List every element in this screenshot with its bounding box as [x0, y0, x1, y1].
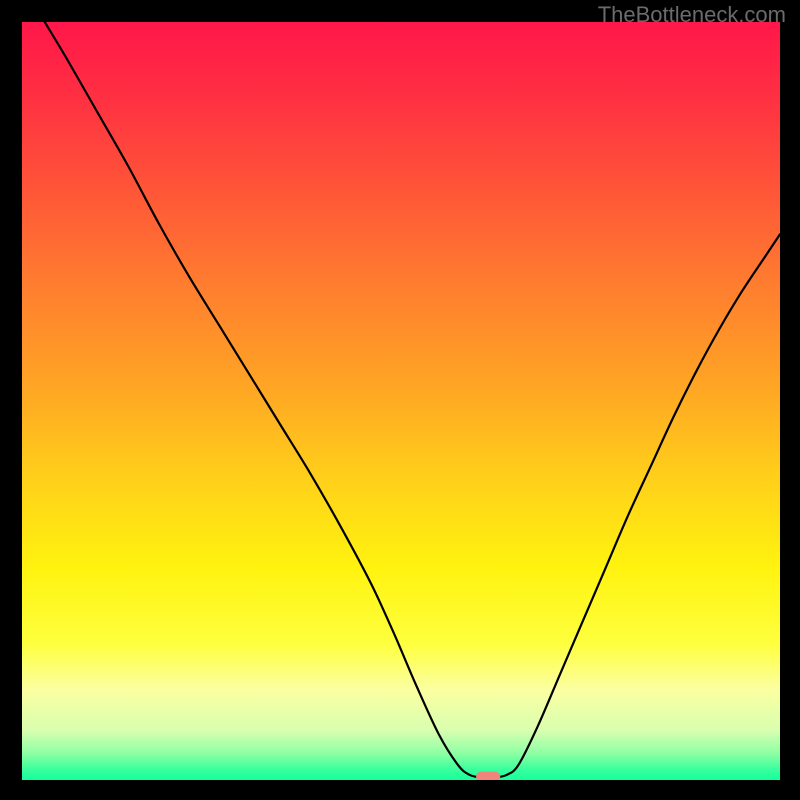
attribution-label: TheBottleneck.com	[598, 2, 786, 28]
optimal-marker	[476, 772, 500, 780]
gradient-background	[22, 22, 780, 780]
plot-area	[22, 22, 780, 780]
chart-container: TheBottleneck.com	[0, 0, 800, 800]
plot-svg	[22, 22, 780, 780]
